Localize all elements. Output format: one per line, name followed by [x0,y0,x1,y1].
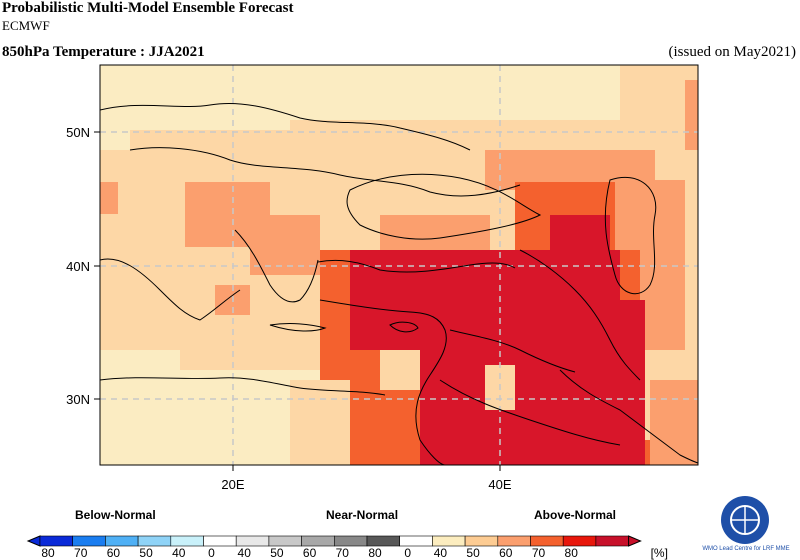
axis-ticks [94,131,501,471]
map-frame [99,64,699,466]
coast-north-africa [100,377,386,396]
variable-title: 850hPa Temperature : JJA2021 [2,44,205,60]
legend-swatch [137,535,172,547]
legend-unit: [%] [651,546,668,560]
legend-swatch [432,535,466,547]
legend-swatch [235,535,270,547]
legend-swatch [333,535,368,547]
coastlines [100,102,698,465]
legend-tick-label: 0 [404,546,411,560]
legend-above-normal: Above-Normal [534,508,617,522]
field-mid-gulf [650,380,698,465]
coast-italy [100,258,241,321]
field-light-strip [130,120,290,130]
lon-label-20e: 20E [221,477,244,492]
lat-label-50n: 50N [66,125,90,140]
field-mid-greece [250,215,320,275]
legend-tick-label: 40 [434,546,448,560]
field-cell-western-desert [290,380,350,465]
issued-date: (issued on May2021) [668,44,797,60]
border-saudi [439,379,621,446]
gridlines [100,65,698,465]
coast-black-sea [346,173,542,240]
legend-tick-label: 50 [139,546,153,560]
legend-tick-label: 70 [336,546,350,560]
legend-tick-label: 80 [368,546,382,560]
legend-swatch [268,535,302,547]
lon-label-40e: 40E [488,477,511,492]
legend-swatch [562,535,597,547]
field-light-north [100,65,620,120]
border-northern [100,102,471,151]
legend-arrow-right [628,535,642,547]
legend-tick-label: 50 [270,546,284,560]
legend-swatch [530,535,564,547]
legend-swatch [105,535,139,547]
field-cell-egypt-coast [380,350,420,390]
field-max-mideast [420,300,645,465]
legend-swatch [301,535,335,547]
legend-below-normal: Below-Normal [75,508,156,522]
legend-tick-label: 80 [565,546,579,560]
coast-persian-gulf [559,369,698,464]
model-name: ECMWF [2,18,50,33]
legend-swatch [464,535,499,547]
field-light-southwest [100,350,180,465]
border-iraq [449,329,576,373]
legend-tick-label: 50 [466,546,480,560]
field-max-caucasus [550,215,610,250]
coast-crete [269,323,327,332]
lat-label-40n: 40N [66,259,90,274]
legend-arrow-left [26,535,41,547]
legend-tick-label: 60 [303,546,317,560]
legend-swatch [366,535,401,547]
legend-near-normal: Near-Normal [326,508,399,522]
legend-tick-label: 40 [238,546,252,560]
lat-label-30n: 30N [66,392,90,407]
legend-swatch [72,535,106,547]
legend-tick-label: 80 [41,546,55,560]
legend-tick-label: 60 [499,546,513,560]
legend-tick-label: 60 [107,546,121,560]
legend-swatch [203,535,237,547]
legend-tick-label: 0 [208,546,215,560]
probability-field [100,65,698,465]
forecast-title: Probabilistic Multi-Model Ensemble Forec… [2,0,294,16]
border-central [129,147,521,197]
legend-tick-label: 40 [172,546,186,560]
legend-swatch [39,535,74,547]
border-iran [519,249,641,381]
coast-caspian [604,176,657,295]
legend-tick-label: 70 [532,546,546,560]
wmo-logo [721,496,769,544]
wmo-logo-caption: WMO Lead Centre for LRF MME [702,546,790,552]
field-mid-east-edge [685,80,698,150]
legend-tick-label: 70 [74,546,88,560]
legend-swatch [399,535,433,547]
field-mid-iran [640,310,685,350]
field-mid-sardinia [100,182,118,214]
legend-swatch [170,535,204,547]
legend-swatch [595,535,629,547]
coast-cyprus [389,321,419,333]
coast-levant-redsea [319,299,447,465]
legend-swatch [497,535,531,547]
coast-greece [234,229,319,303]
probability-legend: 80 70 60 50 40 0 40 50 60 70 80 0 40 50 60 70 80 [%] [26,535,668,560]
field-light-northwest [100,120,130,150]
coast-anatolia-north [317,259,516,273]
